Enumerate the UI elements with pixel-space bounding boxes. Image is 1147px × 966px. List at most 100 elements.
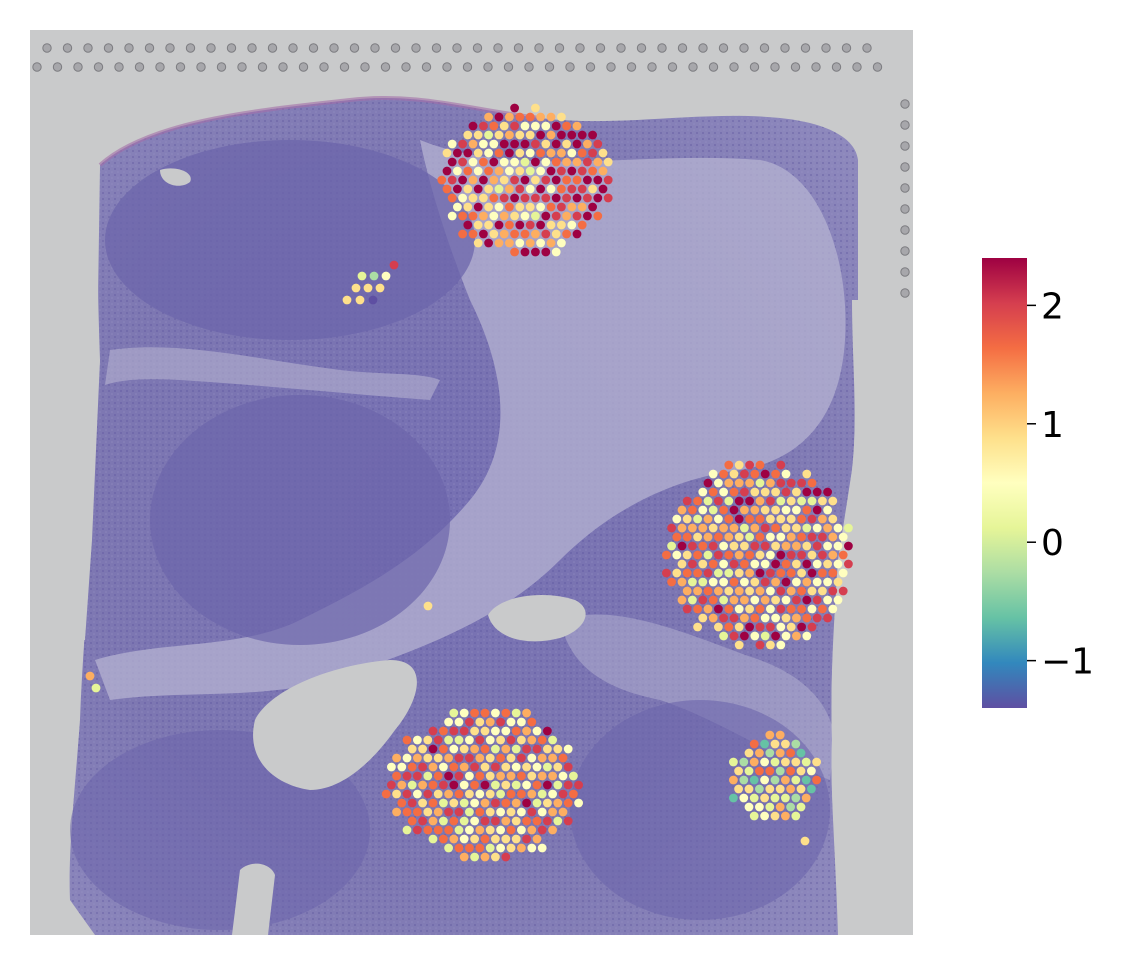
expression-spot [797,604,806,614]
expression-spot [812,559,822,569]
expression-spot [553,798,563,808]
expression-spot [351,283,361,293]
fiducial-dot [626,62,637,72]
expression-spot [823,613,832,623]
expression-spot [750,595,760,605]
expression-spot [423,753,433,763]
expression-spot [458,193,467,203]
expression-spot [439,780,448,790]
expression-spot [423,771,433,781]
expression-spot [729,613,739,623]
expression-spot [562,193,571,203]
expression-spot [823,523,832,533]
expression-spot [468,121,478,131]
expression-spot [750,613,760,623]
fiducial-dot [134,62,145,72]
expression-spot [572,193,582,203]
expression-spot [693,532,702,542]
expression-spot [569,771,578,781]
expression-spot [792,631,801,641]
expression-spot [823,487,832,497]
expression-spot [812,775,821,785]
expression-spot [703,604,713,614]
expression-spot [796,802,806,812]
expression-spot [449,744,459,754]
expression-spot [672,514,682,524]
expression-spot [797,568,806,578]
expression-spot [572,175,582,185]
expression-spot [536,184,545,194]
expression-spot [418,762,427,772]
expression-spot [688,559,697,569]
expression-spot [423,601,433,611]
expression-spot [558,807,568,817]
fiducial-dot [565,62,575,72]
expression-spot [724,532,734,542]
expression-spots [85,103,853,862]
expression-spot [402,825,412,835]
expression-spot [776,622,786,632]
expression-spot [682,532,692,542]
expression-spot [786,496,796,506]
expression-spot [781,505,791,515]
fiducial-dot [483,62,493,72]
expression-spot [760,541,770,551]
fiducial-dot [729,62,739,72]
expression-spot [475,807,485,817]
expression-spot [823,505,832,515]
expression-spot [719,523,728,533]
fiducial-dot [462,62,473,72]
expression-spot [511,744,521,754]
expression-spot [510,157,519,167]
expression-spot [459,852,469,862]
expression-spot [828,514,838,524]
fiducial-dot [759,43,770,53]
expression-spot [740,487,749,497]
fiducial-dot [780,43,790,53]
tumor-nodule [150,395,450,645]
expression-spot [496,789,505,799]
expression-spot [740,469,749,479]
expression-spot [499,211,509,221]
expression-spot [465,717,474,727]
expression-spot [729,559,739,569]
expression-spot [527,789,537,799]
fiducial-dot [472,43,483,53]
expression-spot [567,130,577,140]
expression-spot [546,148,556,158]
fiducial-dot [257,62,268,72]
expression-spot [428,726,438,736]
fiducial-dot [247,43,257,53]
expression-spot [473,238,483,248]
expression-spot [760,739,769,749]
expression-spot [551,229,561,239]
expression-spot [708,523,718,533]
expression-spot [449,762,459,772]
expression-spot [583,157,592,167]
expression-spot [532,834,542,844]
expression-spot [511,798,521,808]
fiducial-dot [616,43,626,53]
expression-spot [484,238,493,248]
expression-spot [776,514,786,524]
expression-spot [91,683,101,693]
expression-spot [428,744,438,754]
expression-spot [703,586,713,596]
expression-spot [541,229,551,239]
expression-spot [484,184,493,194]
expression-spot [807,784,816,794]
expression-spot [428,780,438,790]
fiducial-dot [175,62,186,72]
expression-spot [407,762,417,772]
expression-spot [838,550,848,560]
expression-spot [572,229,582,239]
expression-spot [557,148,566,158]
expression-spot [775,730,785,740]
expression-spot [760,757,769,767]
expression-spot [740,559,749,569]
expression-spot [557,184,566,194]
expression-spot [812,613,822,623]
expression-spot [698,577,708,587]
expression-spot [828,496,838,506]
expression-spot [447,157,457,167]
